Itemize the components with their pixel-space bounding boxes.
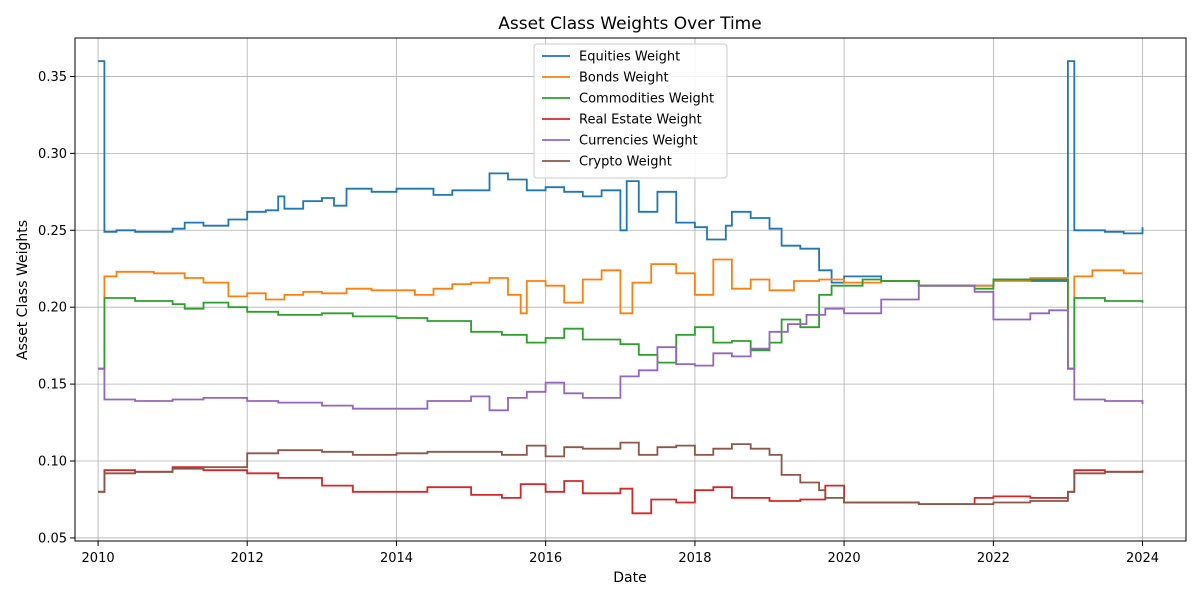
series-layer bbox=[98, 60, 1144, 515]
series-line-1 bbox=[98, 60, 1144, 287]
legend-label: Real Estate Weight bbox=[579, 113, 702, 128]
y-axis-title: Asset Class Weights bbox=[15, 220, 31, 360]
x-tick-label: 2010 bbox=[82, 551, 115, 566]
y-tick-label: 0.05 bbox=[38, 531, 67, 546]
legend-box bbox=[533, 43, 728, 179]
x-tick-label: 2016 bbox=[529, 551, 562, 566]
y-tick-label: 0.15 bbox=[38, 378, 67, 393]
legend-label: Commodities Weight bbox=[579, 92, 714, 107]
legend-label: Bonds Weight bbox=[579, 71, 669, 86]
y-tick-label: 0.35 bbox=[38, 70, 67, 85]
x-axis-title: Date bbox=[613, 570, 646, 586]
plot-frame bbox=[74, 37, 1187, 542]
legend-label: Currencies Weight bbox=[579, 134, 698, 149]
legend-label: Equities Weight bbox=[579, 50, 680, 65]
legend: Equities Weight Bonds Weight Commodities W… bbox=[533, 43, 728, 179]
x-tick-label: 2018 bbox=[678, 551, 711, 566]
x-tick-label: 2020 bbox=[828, 551, 861, 566]
y-tick-label: 0.20 bbox=[38, 301, 67, 316]
series-line-6 bbox=[98, 441, 1144, 505]
y-tick-label: 0.30 bbox=[38, 147, 67, 162]
x-tick-label: 2014 bbox=[380, 551, 413, 566]
y-axis-ticks: 0.05 0.10 0.15 0.20 0.25 0.30 0.35 bbox=[38, 70, 75, 546]
series-line-3 bbox=[98, 278, 1144, 370]
x-axis-ticks: 2010 2012 2014 2016 2018 2020 2022 2024 bbox=[82, 541, 1159, 566]
x-tick-label: 2024 bbox=[1126, 551, 1159, 566]
legend-label: Crypto Weight bbox=[579, 155, 672, 170]
y-tick-label: 0.10 bbox=[38, 455, 67, 470]
x-tick-label: 2022 bbox=[977, 551, 1010, 566]
chart-title: Asset Class Weights Over Time bbox=[498, 14, 761, 34]
x-tick-label: 2012 bbox=[231, 551, 264, 566]
y-tick-label: 0.25 bbox=[38, 224, 67, 239]
series-line-5 bbox=[98, 284, 1144, 412]
series-line-4 bbox=[98, 466, 1143, 515]
